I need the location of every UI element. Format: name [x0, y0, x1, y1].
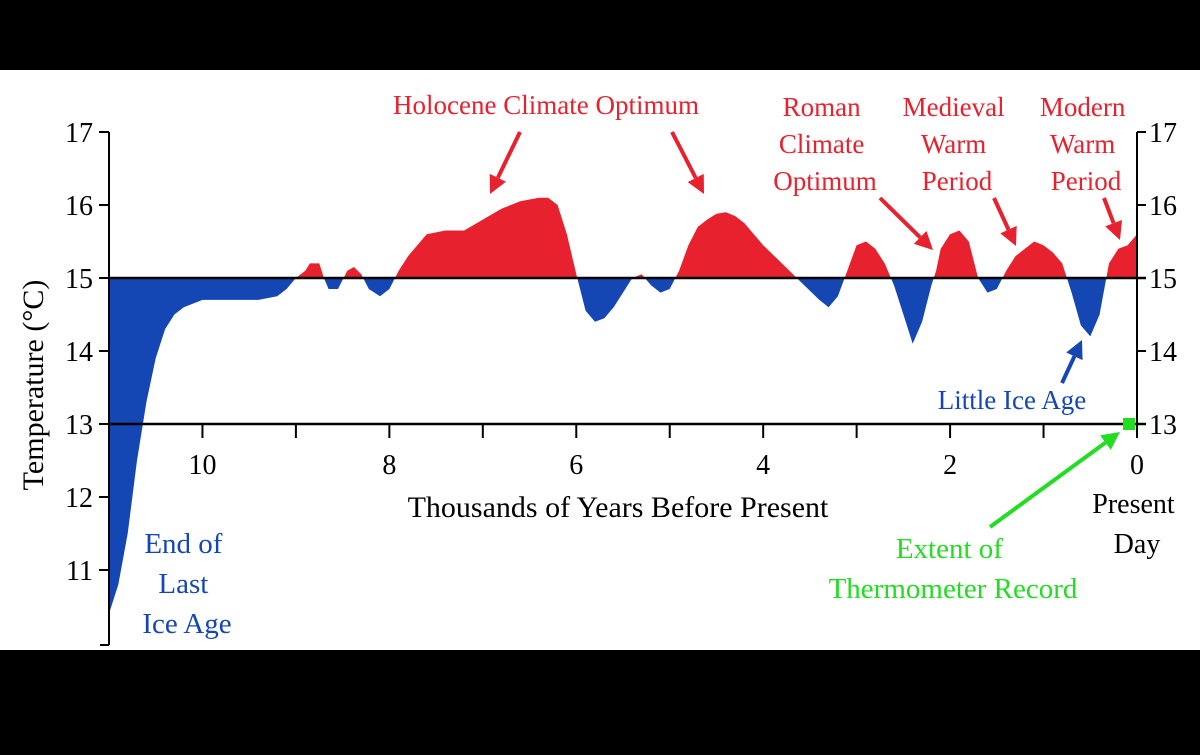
thermometer-record-label: Extent of Thermometer Record: [829, 533, 1078, 605]
modern-warm-line-3: Period: [1051, 166, 1122, 196]
present-day-label: Present Day: [1092, 489, 1181, 560]
modern-arrow-shaft: [1102, 197, 1116, 224]
y-tick-label-left-14: 14: [65, 337, 93, 368]
roman-arrow: [878, 196, 933, 250]
holocene-arrow-right-shaft: [670, 131, 698, 179]
medieval-warm-line-3: Period: [922, 166, 993, 196]
present-day-line-1: Present: [1092, 489, 1175, 520]
modern-warm-line-1: Modern: [1040, 92, 1126, 122]
y-tick-label-left-17: 17: [65, 118, 93, 149]
end-of-ice-age-line-3: Ice Age: [142, 608, 231, 640]
y-tick-label-left-13: 13: [65, 410, 93, 441]
thermometer-arrow-shaft: [988, 441, 1107, 529]
tick-labels: 11 12 13 14 15 16 17 13 14 15 16 17 10 8 6 4 2 0: [65, 118, 1177, 587]
roman-arrow-head: [913, 230, 933, 250]
medieval-warm-line-2: Warm: [921, 129, 986, 159]
end-of-ice-age-label: End of Last Ice Age: [142, 528, 231, 640]
temperature-area: [109, 197, 1137, 614]
roman-arrow-shaft: [878, 196, 922, 239]
x-tick-label-4: 4: [756, 450, 770, 481]
modern-warm-label: Modern Warm Period: [1040, 92, 1132, 196]
x-axis-label: Thousands of Years Before Present: [408, 491, 829, 524]
chart-panel: [0, 70, 1200, 650]
roman-optimum-line-3: Optimum: [773, 166, 877, 196]
end-of-ice-age-line-2: Last: [158, 568, 208, 600]
y-tick-label-right-13: 13: [1149, 410, 1177, 441]
thermometer-record-line-2: Thermometer Record: [829, 573, 1078, 605]
x-tick-label-6: 6: [569, 450, 583, 481]
holocene-arrow-left-shaft: [496, 131, 522, 179]
x-tick-label-0: 0: [1130, 450, 1144, 481]
holocene-arrow-left: [489, 131, 522, 194]
roman-optimum-line-2: Climate: [779, 129, 864, 159]
thermometer-arrow-head: [1100, 432, 1120, 450]
axes: [99, 131, 1146, 646]
medieval-warm-label: Medieval Warm Period: [903, 92, 1012, 196]
y-tick-label-left-12: 12: [65, 483, 93, 514]
little-ice-age-arrow-shaft: [1060, 355, 1077, 384]
holocene-optimum-label: Holocene Climate Optimum: [393, 90, 699, 120]
y-tick-label-right-16: 16: [1149, 191, 1177, 222]
little-ice-age-arrow-head: [1066, 340, 1083, 361]
y-tick-label-right-14: 14: [1149, 337, 1177, 368]
medieval-arrow-shaft: [992, 197, 1011, 231]
y-tick-label-left-16: 16: [65, 191, 93, 222]
little-ice-age-label: Little Ice Age: [938, 385, 1086, 415]
y-axis-label: Temperature (°C): [17, 280, 50, 491]
modern-arrow-head: [1105, 219, 1123, 240]
warm-area: [109, 197, 1137, 278]
holocene-arrow-left-head: [489, 173, 506, 194]
medieval-arrow-head: [1000, 225, 1017, 246]
y-tick-label-left-15: 15: [65, 264, 93, 295]
annotation-arrows: [489, 131, 1123, 529]
holocene-arrow-right: [670, 131, 704, 194]
thermometer-record-line-1: Extent of: [896, 533, 1003, 565]
little-ice-age-arrow: [1060, 340, 1083, 384]
medieval-warm-line-1: Medieval: [903, 92, 1005, 122]
end-of-ice-age-line-1: End of: [144, 528, 222, 560]
x-tick-label-2: 2: [943, 450, 957, 481]
thermometer-arrow: [988, 432, 1120, 529]
holocene-arrow-right-head: [687, 173, 704, 194]
y-tick-label-right-17: 17: [1149, 118, 1177, 149]
thermometer-record-marker: [1123, 418, 1135, 430]
modern-arrow: [1102, 197, 1123, 240]
present-day-line-2: Day: [1114, 529, 1161, 560]
roman-optimum-label: Roman Climate Optimum: [773, 92, 877, 196]
x-tick-label-10: 10: [188, 450, 216, 481]
x-tick-label-8: 8: [382, 450, 396, 481]
medieval-arrow: [992, 197, 1017, 246]
y-tick-label-right-15: 15: [1149, 264, 1177, 295]
roman-optimum-line-1: Roman: [783, 92, 861, 122]
modern-warm-line-2: Warm: [1050, 129, 1115, 159]
y-tick-label-left-11: 11: [66, 556, 93, 587]
